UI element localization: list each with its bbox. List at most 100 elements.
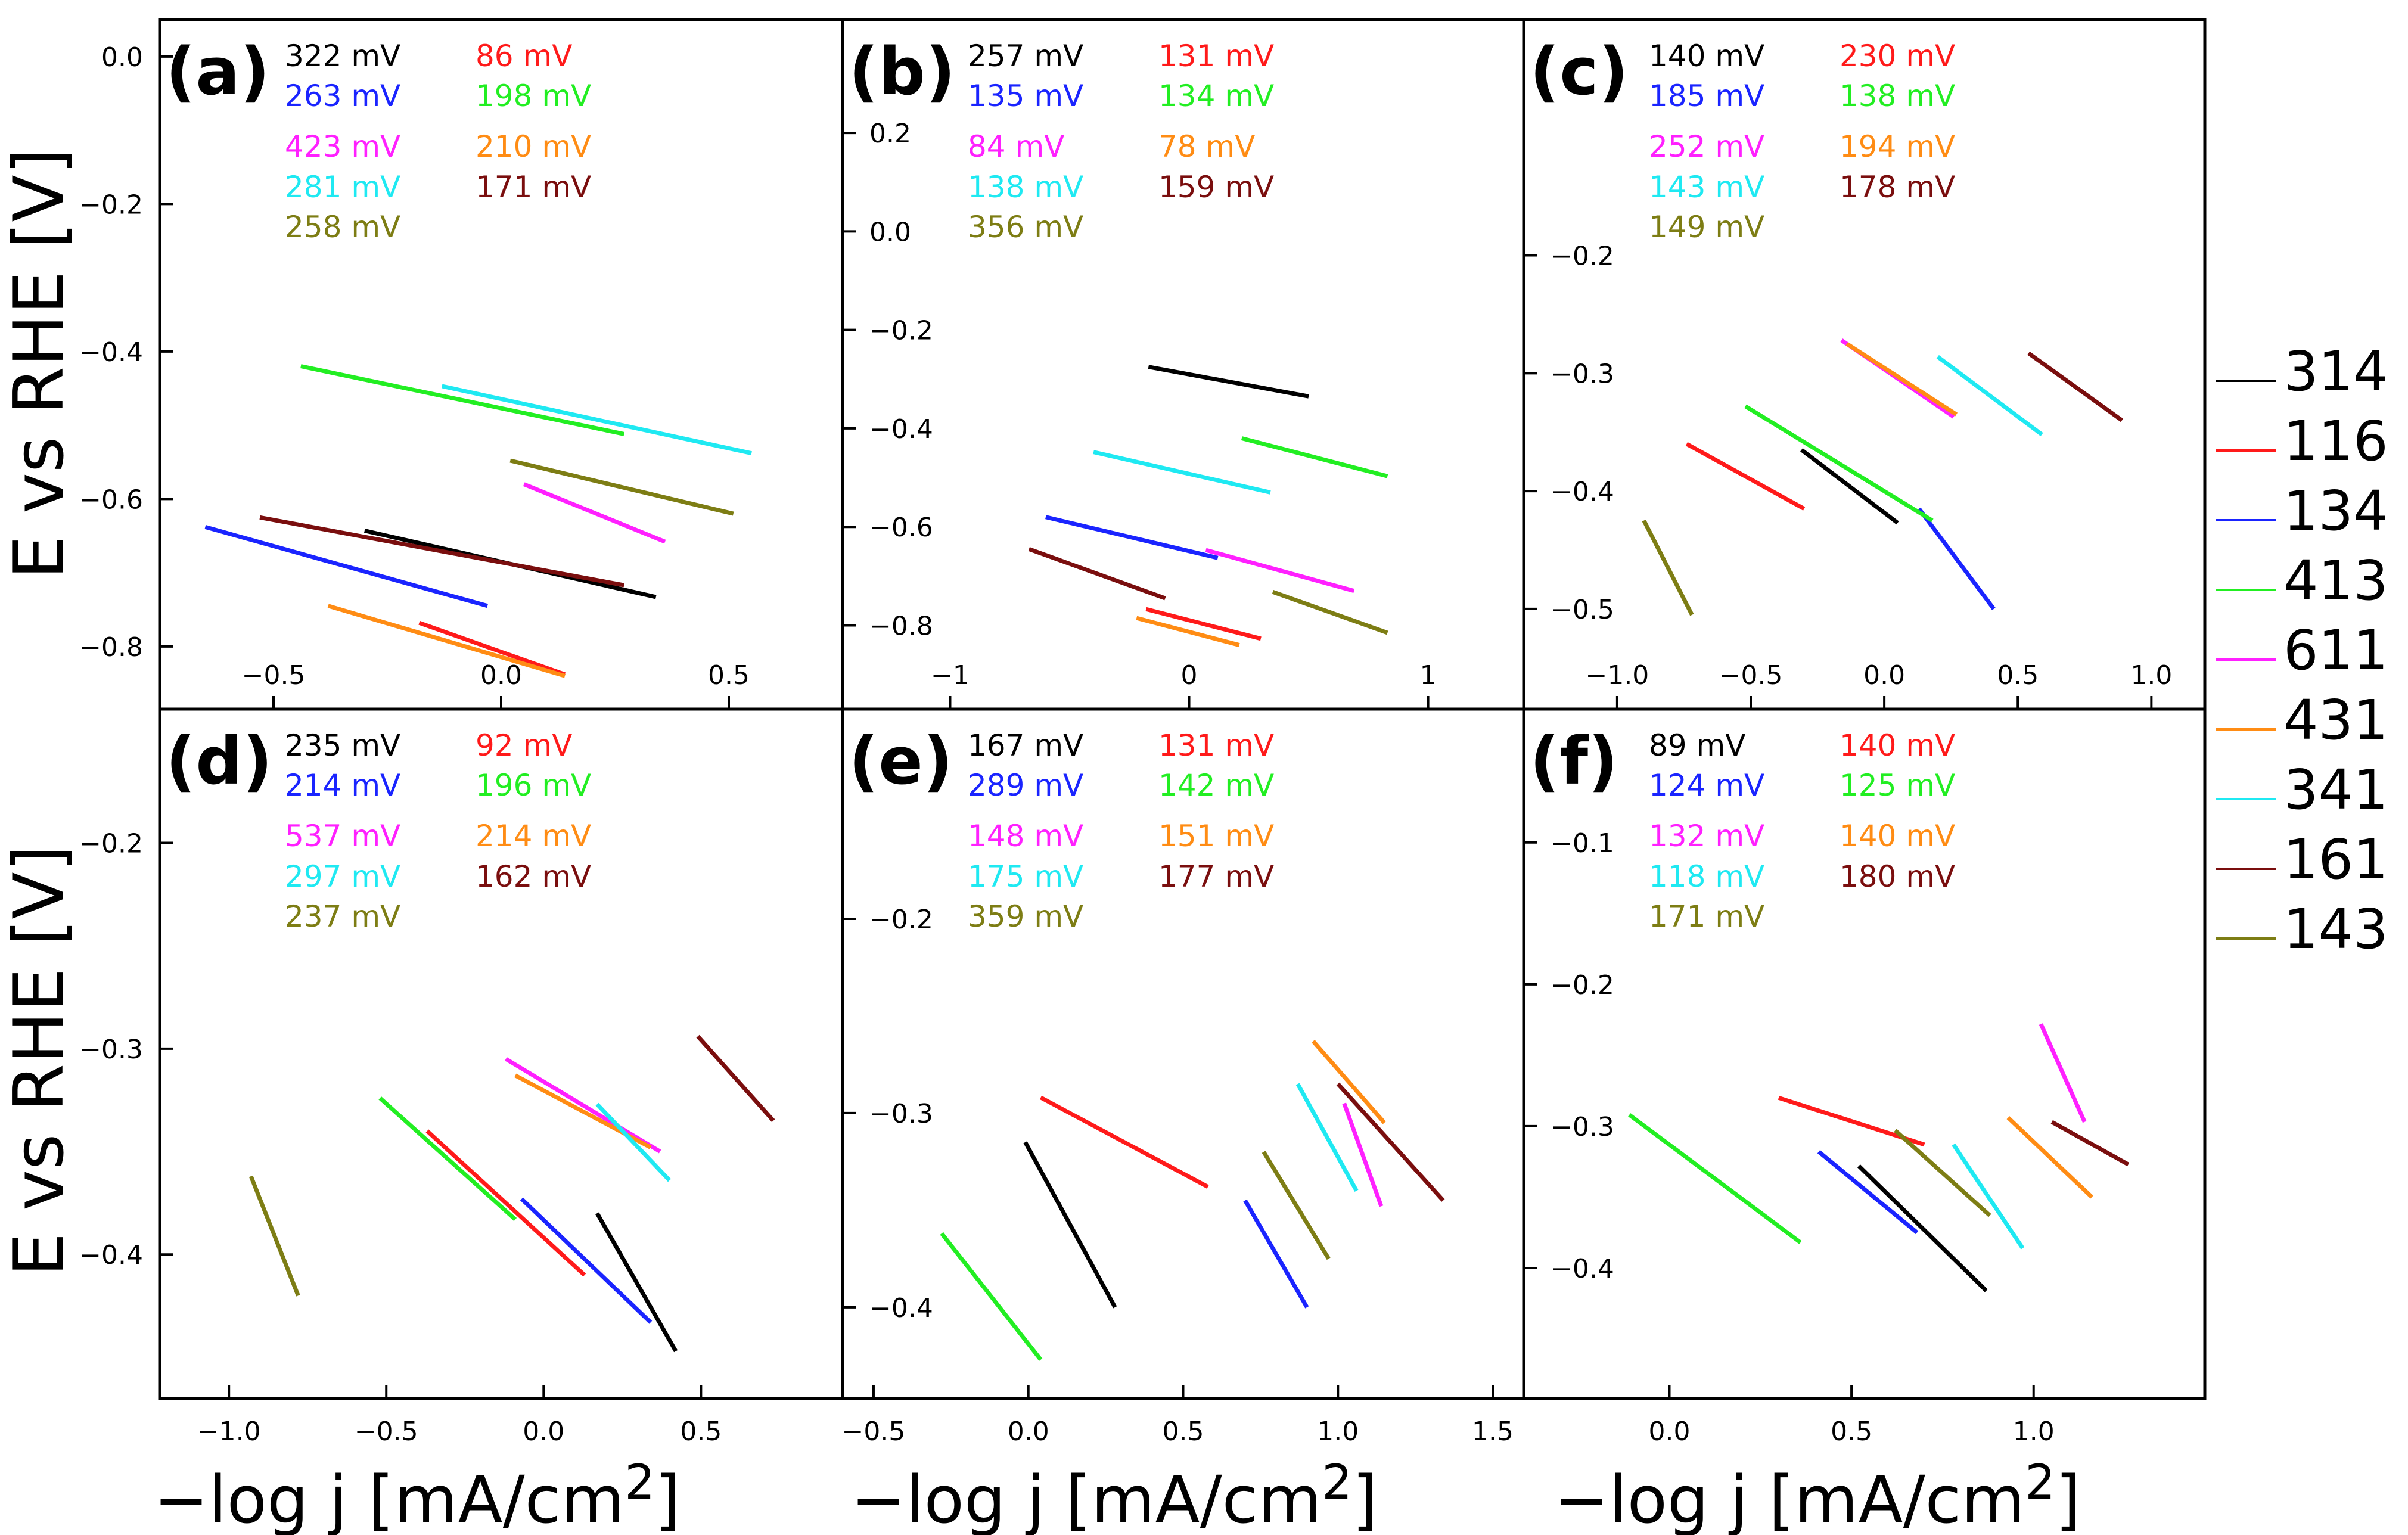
x-tick-label: −0.5 [242, 660, 306, 691]
series-line-161 [1336, 1082, 1445, 1202]
x-tick-label: −1 [931, 660, 970, 691]
series-line-413 [1241, 436, 1388, 478]
slope-annotation: 289 mV [968, 768, 1083, 803]
series-line-116 [425, 1129, 586, 1277]
slope-annotation: 118 mV [1649, 859, 1764, 894]
slope-annotation: 281 mV [285, 170, 400, 204]
x-tick-label: 0.0 [1648, 1416, 1690, 1447]
x-tick-label: 0.5 [708, 660, 750, 691]
series-line-341 [1936, 355, 2043, 436]
slope-annotation: 138 mV [1840, 79, 1955, 113]
slope-annotation: 178 mV [1840, 170, 1955, 204]
x-tick-label: 1.0 [2013, 1416, 2055, 1447]
x-tick-label: −1.0 [1585, 660, 1649, 691]
y-tick-label: 0.0 [869, 217, 911, 247]
slope-annotation: 230 mV [1840, 39, 1955, 73]
slope-annotation: 237 mV [285, 899, 400, 934]
slope-annotation: 131 mV [1158, 39, 1274, 73]
y-tick-label: −0.4 [1551, 1254, 1614, 1284]
series-line-134 [1917, 507, 1996, 610]
series-line-314 [1023, 1141, 1117, 1309]
series-line-116 [1039, 1095, 1209, 1189]
slope-annotation: 235 mV [285, 728, 400, 763]
series-line-413 [940, 1232, 1043, 1361]
series-line-134 [1243, 1199, 1309, 1309]
series-line-431 [2006, 1116, 2093, 1199]
slope-annotation: 124 mV [1649, 768, 1764, 803]
y-axis-title-bottom: E vs RHE [V] [0, 845, 79, 1276]
legend-label: 413 [2283, 549, 2388, 613]
series-line-116 [1685, 442, 1806, 511]
slope-annotation: 175 mV [968, 859, 1083, 894]
panel-label: (b) [849, 33, 955, 110]
legend-label: 143 [2283, 897, 2388, 961]
slope-annotation: 125 mV [1840, 768, 1955, 803]
series-line-341 [1952, 1143, 2025, 1250]
series-line-161 [696, 1034, 775, 1123]
y-tick-label: −0.3 [1551, 1112, 1614, 1142]
slope-annotation: 196 mV [476, 768, 591, 803]
x-axis-title-middle: −log j [mA/cm2] [851, 1455, 1378, 1535]
y-tick-label: 0.2 [869, 119, 911, 149]
slope-annotation: 263 mV [285, 79, 400, 113]
panel-e: −0.5 0.0 0.5 1.0 1.5 −0.2 −0.3 −0.4 (e) 167 mV 131… [842, 723, 1514, 1447]
series-line-431 [1312, 1040, 1386, 1124]
series-line-134 [1817, 1150, 1919, 1235]
x-tick-label: −0.5 [842, 1416, 906, 1447]
series-line-143 [1894, 1129, 1991, 1217]
legend-label: 314 [2283, 340, 2388, 403]
slope-annotation: 198 mV [476, 79, 591, 113]
slope-annotation: 185 mV [1649, 79, 1764, 113]
x-tick-label: 0.0 [523, 1416, 564, 1447]
y-tick-label: −0.4 [869, 1293, 933, 1323]
y-tick-label: −0.8 [79, 632, 143, 663]
panel-c: −1.0 −0.5 0.0 0.5 1.0 −0.2 −0.3 −0.4 −0.5 (c) 140 … [1524, 33, 2172, 709]
slope-annotation: 143 mV [1649, 170, 1764, 204]
slope-annotation: 214 mV [476, 819, 591, 853]
legend-label: 134 [2283, 479, 2388, 543]
slope-annotation: 180 mV [1840, 859, 1955, 894]
series-line-611 [523, 482, 666, 544]
slope-annotation: 423 mV [285, 129, 400, 164]
y-tick-label: −0.2 [869, 905, 933, 935]
y-tick-label: −0.3 [869, 1099, 933, 1129]
y-axis-title-top: E vs RHE [V] [0, 148, 79, 579]
slope-annotation: 140 mV [1840, 728, 1955, 763]
series-line-161 [259, 515, 624, 588]
x-tick-label: 1.0 [2130, 660, 2172, 691]
series-line-431 [327, 604, 566, 678]
panel-label: (d) [166, 723, 272, 799]
slope-annotation: 148 mV [968, 819, 1083, 853]
y-tick-label: −0.4 [79, 337, 143, 368]
slope-annotation: 171 mV [1649, 899, 1764, 934]
x-axis-title-right: −log j [mA/cm2] [1554, 1455, 2081, 1535]
series-line-116 [418, 620, 566, 677]
series-line-431 [1136, 616, 1240, 647]
series-line-341 [595, 1102, 672, 1182]
series-line-413 [378, 1096, 517, 1222]
legend-label: 341 [2283, 758, 2388, 822]
series-line-143 [1272, 590, 1388, 635]
slope-annotation: 135 mV [968, 79, 1083, 113]
series-line-341 [1295, 1083, 1359, 1192]
series-line-413 [1744, 404, 1934, 523]
y-tick-label: −0.2 [79, 189, 143, 220]
y-tick-label: −0.3 [1551, 359, 1614, 389]
y-tick-label: −0.2 [1551, 970, 1614, 1000]
series-line-314 [595, 1212, 678, 1353]
legend-label: 611 [2283, 619, 2388, 682]
series-line-611 [505, 1057, 661, 1154]
y-tick-label: −0.8 [869, 611, 933, 642]
slope-annotation: 252 mV [1649, 129, 1764, 164]
y-tick-label: −0.4 [869, 414, 933, 445]
legend-label: 431 [2283, 688, 2388, 752]
panel-f: 0.0 0.5 1.0 −0.1 −0.2 −0.3 −0.4 (f) 89 mV 140 mV 1… [1524, 723, 2130, 1447]
legend-label: 161 [2283, 828, 2388, 891]
x-tick-label: 1.5 [1472, 1416, 1514, 1447]
x-tick-label: 0.0 [1008, 1416, 1049, 1447]
slope-annotation: 84 mV [968, 129, 1064, 164]
slope-annotation: 167 mV [968, 728, 1083, 763]
panel-b: −1 0 1 0.2 0.0 −0.2 −0.4 −0.6 −0.8 (b) 257 mV 131 m… [843, 33, 1437, 709]
x-tick-label: 0.0 [1863, 660, 1905, 691]
slope-annotation: 210 mV [476, 129, 591, 164]
